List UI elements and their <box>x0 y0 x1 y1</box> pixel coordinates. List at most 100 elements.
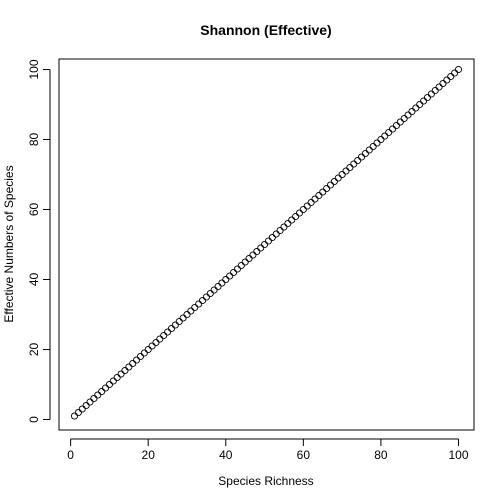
data-point <box>377 135 385 144</box>
data-point <box>373 139 381 147</box>
data-point <box>222 275 230 284</box>
data-point <box>311 195 319 203</box>
y-tick-label: 100 <box>27 59 41 79</box>
data-point <box>326 181 335 189</box>
data-point <box>435 83 443 91</box>
data-point <box>338 170 346 179</box>
data-point <box>268 233 276 242</box>
data-point <box>86 398 94 406</box>
x-axis: 0 20 40 60 80 100 <box>67 438 469 462</box>
data-point <box>233 265 241 273</box>
data-point <box>451 69 459 77</box>
data-point <box>404 111 412 119</box>
data-point <box>357 153 366 161</box>
data-point <box>381 132 389 140</box>
data-point <box>214 282 222 291</box>
data-point <box>280 223 288 231</box>
data-point <box>129 359 137 368</box>
data-point <box>218 279 226 287</box>
data-point <box>148 342 156 350</box>
data-point <box>191 303 199 312</box>
data-point <box>295 209 304 217</box>
data-point <box>334 174 342 182</box>
data-point <box>70 412 79 420</box>
data-point <box>125 363 133 371</box>
data-point <box>350 160 358 168</box>
data-point <box>315 191 323 200</box>
data-point <box>346 163 354 172</box>
data-point <box>249 251 257 259</box>
data-point <box>105 380 113 389</box>
y-tick-label: 20 <box>27 343 41 357</box>
data-point <box>109 377 117 385</box>
y-tick-label: 40 <box>27 273 41 287</box>
data-point <box>156 335 164 343</box>
data-point <box>323 184 331 193</box>
x-tick-label: 60 <box>297 448 311 462</box>
data-point <box>354 156 362 165</box>
data-point <box>140 349 148 357</box>
data-point <box>210 286 218 294</box>
data-point <box>447 72 455 81</box>
plot-frame <box>58 58 475 431</box>
data-point <box>427 90 435 98</box>
data-point <box>183 310 191 319</box>
data-point <box>152 338 160 347</box>
data-point <box>195 300 203 308</box>
data-point <box>98 387 106 396</box>
data-point <box>443 76 451 84</box>
data-point <box>78 405 86 413</box>
data-point <box>245 254 253 263</box>
data-point <box>284 219 292 228</box>
x-tick-label: 0 <box>67 448 74 462</box>
data-point <box>454 65 463 74</box>
x-tick-label: 40 <box>219 448 233 462</box>
data-point <box>117 370 125 378</box>
y-tick-label: 80 <box>27 133 41 147</box>
data-point <box>94 391 102 399</box>
data-point <box>202 293 210 301</box>
data-point <box>257 244 265 252</box>
data-point <box>187 307 195 315</box>
x-tick-label: 20 <box>142 448 156 462</box>
data-point <box>396 118 404 126</box>
data-point <box>171 321 179 329</box>
data-point <box>121 366 129 375</box>
data-point <box>113 373 121 382</box>
y-axis-label: Effective Numbers of Species <box>2 165 16 322</box>
data-point <box>330 177 338 186</box>
data-point <box>412 104 420 112</box>
data-point <box>226 272 234 280</box>
data-point <box>237 261 245 270</box>
y-tick-label: 0 <box>27 416 41 423</box>
data-point <box>303 202 311 210</box>
data-point <box>74 408 82 417</box>
x-tick-label: 80 <box>374 448 388 462</box>
data-point <box>253 247 261 256</box>
data-point <box>416 100 424 109</box>
data-point <box>167 324 176 333</box>
data-point <box>133 356 141 364</box>
data-point <box>420 97 428 105</box>
data-point <box>206 289 214 298</box>
data-point <box>400 114 408 123</box>
data-point <box>264 237 272 245</box>
data-point <box>198 296 207 305</box>
data-points <box>70 65 463 420</box>
data-point <box>389 125 397 133</box>
y-axis: 0 20 40 60 80 100 <box>27 59 51 423</box>
data-point <box>164 328 172 336</box>
chart-title: Shannon (Effective) <box>200 22 331 38</box>
data-point <box>392 121 400 130</box>
data-point <box>179 314 187 322</box>
y-tick-label: 60 <box>27 203 41 217</box>
data-point <box>288 216 296 224</box>
data-point <box>408 107 416 116</box>
data-point <box>369 142 377 151</box>
data-point <box>361 149 369 158</box>
data-point <box>365 146 373 154</box>
data-point <box>229 268 238 277</box>
data-point <box>307 198 315 207</box>
data-point <box>299 205 307 214</box>
